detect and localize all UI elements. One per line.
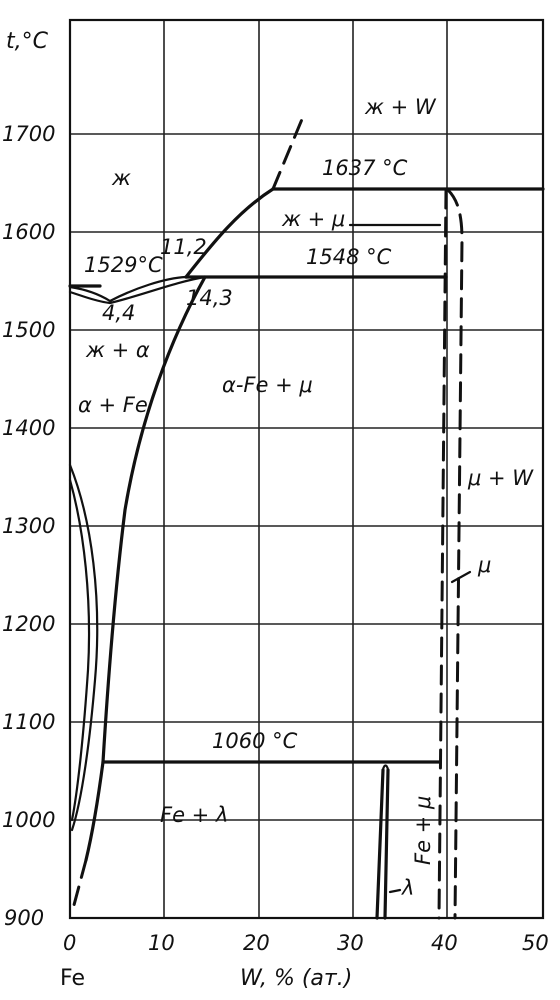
label-1060: 1060 °C xyxy=(212,729,298,753)
region-fe-lambda: Fe + λ xyxy=(160,803,228,827)
label-1529: 1529°C xyxy=(84,253,163,277)
xtick-40: 40 xyxy=(431,931,458,955)
gamma-loop-inner xyxy=(68,478,91,822)
x-axis-left-label: Fe xyxy=(60,966,85,991)
grid xyxy=(70,20,543,918)
alpha-solvus-low xyxy=(84,760,105,862)
xtick-20: 20 xyxy=(243,931,270,955)
region-liquid: ж xyxy=(111,166,131,190)
region-alpha-fe: α + Fe xyxy=(78,393,148,417)
ytick-1600: 1600 xyxy=(2,220,55,244)
label-1637: 1637 °C xyxy=(322,156,408,180)
alpha-solvus xyxy=(101,275,207,764)
xtick-50: 50 xyxy=(522,931,549,955)
region-liquid-alpha: ж + α xyxy=(85,338,150,362)
y-axis-label: t,°C xyxy=(6,29,49,54)
alpha-solvus-extrapolation xyxy=(72,858,88,907)
ytick-1400: 1400 xyxy=(2,416,55,440)
ytick-1200: 1200 xyxy=(2,612,55,636)
region-liquid-w: ж + W xyxy=(364,95,437,119)
liquidus-w-line xyxy=(184,187,275,279)
mu-boundary-right xyxy=(446,188,464,920)
x-axis-label: W, % (ат.) xyxy=(240,966,352,991)
label-14-3: 14,3 xyxy=(186,286,233,310)
plot-frame xyxy=(68,18,545,920)
ytick-1100: 1100 xyxy=(2,710,55,734)
region-mu-w: μ + W xyxy=(467,466,534,490)
xtick-30: 30 xyxy=(337,931,364,955)
lambda-line-left xyxy=(375,768,385,920)
liquidus-fe-side xyxy=(68,275,188,303)
region-alpha-fe-mu: α-Fe + μ xyxy=(222,373,313,397)
ytick-1700: 1700 xyxy=(2,122,55,146)
mu-pointer xyxy=(450,570,472,584)
label-1548: 1548 °C xyxy=(306,245,392,269)
ytick-1500: 1500 xyxy=(2,318,55,342)
mu-boundary-left xyxy=(437,188,448,920)
ytick-900: 900 xyxy=(4,906,44,930)
lambda-line-top xyxy=(381,764,390,772)
xtick-0: 0 xyxy=(63,931,76,955)
region-lambda: λ xyxy=(401,876,414,900)
region-liquid-mu: ж + μ xyxy=(281,207,345,231)
liquidus-extrapolation xyxy=(271,110,307,191)
gamma-loop-outer xyxy=(68,463,99,832)
region-fe-mu: Fe + μ xyxy=(411,796,435,865)
label-4-4: 4,4 xyxy=(102,301,135,325)
ytick-1300: 1300 xyxy=(2,514,55,538)
lambda-line-right xyxy=(383,768,390,920)
region-mu: μ xyxy=(477,553,491,577)
xtick-10: 10 xyxy=(148,931,175,955)
label-11-2: 11,2 xyxy=(160,235,207,259)
solidus-fe-side xyxy=(68,275,207,305)
lambda-pointer xyxy=(388,888,402,894)
ytick-1000: 1000 xyxy=(2,808,55,832)
